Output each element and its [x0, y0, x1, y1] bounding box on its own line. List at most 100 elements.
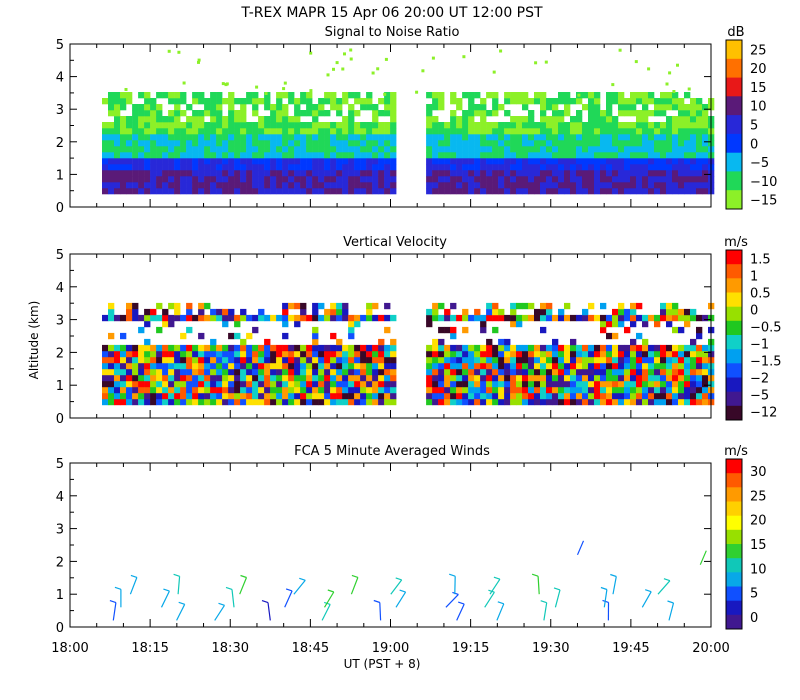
wind-barb: [445, 593, 459, 608]
heatmap-cell: [450, 176, 457, 183]
heatmap-cell: [450, 374, 457, 382]
heatmap-cell: [588, 110, 595, 117]
heatmap-cell: [258, 380, 265, 388]
heatmap-cell: [330, 170, 337, 177]
heatmap-cell: [462, 164, 469, 171]
y-tick-label: 2: [56, 346, 64, 361]
heatmap-cell: [300, 92, 307, 99]
heatmap-cell: [198, 362, 205, 370]
heatmap-cell: [612, 176, 619, 183]
heatmap-cell: [132, 380, 139, 388]
heatmap-cell: [252, 350, 259, 358]
heatmap-cell: [126, 152, 133, 159]
heatmap-cell: [324, 188, 331, 195]
heatmap-cell: [276, 398, 283, 406]
heatmap-cell: [180, 158, 187, 165]
heatmap-cell: [540, 314, 547, 322]
heatmap-cell: [276, 344, 283, 352]
heatmap-cell: [180, 134, 187, 141]
heatmap-cell: [558, 344, 565, 352]
heatmap-cell: [198, 308, 205, 316]
heatmap-cell: [372, 134, 379, 141]
colorbar-frame: [725, 249, 743, 421]
heatmap-cell: [144, 350, 151, 358]
heatmap-cell: [360, 98, 367, 105]
heatmap-cell: [690, 374, 697, 382]
y-tick-label: 4: [56, 71, 64, 86]
heatmap-cell: [162, 374, 169, 382]
heatmap-cell: [552, 158, 559, 165]
heatmap-cell: [372, 146, 379, 153]
colorbar-swatch: [726, 558, 742, 573]
heatmap-cell: [372, 122, 379, 129]
colorbar-swatch: [726, 501, 742, 517]
heatmap-cell: [438, 170, 445, 177]
heatmap-cell: [354, 140, 361, 147]
heatmap-cell: [606, 344, 613, 352]
heatmap-cell: [270, 110, 277, 117]
heatmap-cell: [618, 176, 625, 183]
heatmap-cell: [654, 140, 661, 147]
heatmap-cell: [234, 374, 241, 382]
colorbar-label: 0: [750, 611, 758, 626]
heatmap-cell: [504, 146, 511, 153]
heatmap-cell: [204, 104, 211, 111]
heatmap-cell: [162, 368, 169, 376]
heatmap-cell: [528, 170, 535, 177]
heatmap-cell: [654, 146, 661, 153]
x-tick-label: 18:15: [131, 641, 168, 656]
heatmap-cell: [594, 110, 601, 117]
heatmap-cell: [246, 380, 253, 388]
heatmap-cell: [606, 374, 613, 382]
heatmap-cell: [204, 398, 211, 406]
heatmap-cell: [204, 146, 211, 153]
wind-barb: [554, 589, 561, 608]
heatmap-cell: [558, 182, 565, 189]
heatmap-cell: [498, 362, 505, 370]
heatmap-cell: [642, 338, 649, 346]
heatmap-cell: [594, 188, 601, 195]
heatmap-cell: [647, 67, 651, 71]
heatmap-cell: [504, 158, 511, 165]
heatmap-cell: [156, 140, 163, 147]
heatmap-cell: [498, 146, 505, 153]
heatmap-cell: [378, 134, 385, 141]
heatmap-cell: [492, 98, 499, 105]
heatmap-cell: [132, 122, 139, 129]
heatmap-cell: [594, 134, 601, 141]
heatmap-cell: [318, 392, 325, 400]
heatmap-cell: [672, 392, 679, 400]
heatmap-cell: [126, 158, 133, 165]
heatmap-cell: [480, 386, 487, 394]
heatmap-cell: [534, 380, 541, 388]
heatmap-cell: [696, 122, 703, 129]
heatmap-cell: [666, 350, 673, 358]
heatmap-cell: [558, 140, 565, 147]
wind-barb: [657, 580, 671, 595]
heatmap-cell: [474, 152, 481, 159]
heatmap-cell: [210, 116, 217, 123]
heatmap-cell: [534, 128, 541, 135]
heatmap-cell: [371, 71, 375, 75]
heatmap-cell: [174, 164, 181, 171]
heatmap-cell: [672, 182, 679, 189]
heatmap-cell: [684, 158, 691, 165]
heatmap-cell: [240, 314, 247, 322]
heatmap-cell: [354, 152, 361, 159]
heatmap-cell: [558, 134, 565, 141]
heatmap-cell: [174, 308, 181, 316]
heatmap-cell: [588, 116, 595, 123]
heatmap-cell: [288, 146, 295, 153]
heatmap-cell: [624, 146, 631, 153]
heatmap-cell: [438, 314, 445, 322]
heatmap-cell: [318, 398, 325, 406]
heatmap-cell: [186, 302, 193, 310]
heatmap-cell: [516, 176, 523, 183]
heatmap-cell: [468, 158, 475, 165]
heatmap-cell: [264, 146, 271, 153]
heatmap-cell: [486, 176, 493, 183]
heatmap-cell: [390, 110, 397, 117]
heatmap-cell: [534, 392, 541, 400]
heatmap-cell: [618, 302, 625, 310]
heatmap-cell: [426, 356, 433, 364]
